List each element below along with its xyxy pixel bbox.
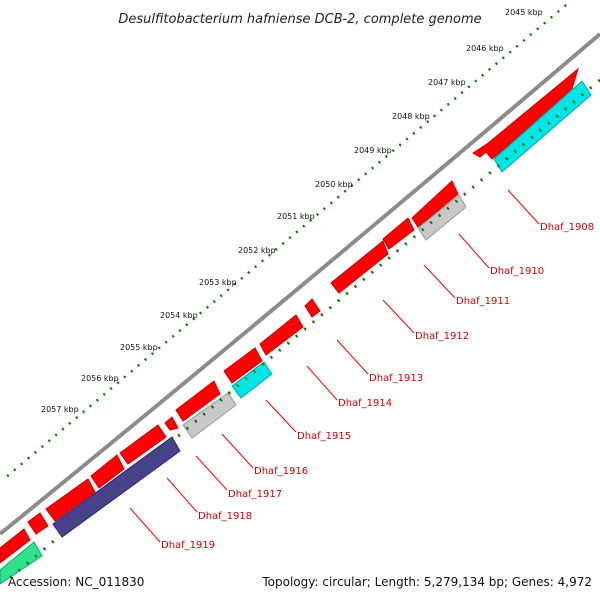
kbp-label: 2046 kbp [466,44,504,53]
gene-arrow [330,240,389,294]
gene-label: Dhaf_1914 [338,398,392,409]
leader-line [458,233,490,269]
gene-arrow [175,380,221,422]
gene-arrow [304,298,321,318]
kbp-label: 2048 kbp [392,112,430,121]
kbp-label: 2055 kbp [120,343,158,352]
accession-label: Accession: NC_011830 [8,575,144,589]
kbp-label: 2054 kbp [160,311,198,320]
kbp-label: 2051 kbp [277,212,315,221]
outer-dotted-ruler [4,4,567,479]
gene-block [493,80,592,173]
gene-arrow [90,454,125,489]
gene-label: Dhaf_1915 [297,431,351,442]
gene-label: Dhaf_1910 [490,266,544,277]
inner-dashed-ruler [9,78,600,580]
leader-line [221,433,254,469]
leader-line [129,507,161,543]
gene-label: Dhaf_1919 [161,540,215,551]
leader-line [265,399,297,433]
gene-label: Dhaf_1908 [540,222,594,233]
gene-arrow [259,314,304,356]
leader-line [382,299,415,334]
leader-line [306,365,338,401]
kbp-label: 2053 kbp [199,278,237,287]
gene-arrow [411,180,459,228]
kbp-label: 2045 kbp [505,8,543,17]
leader-line [507,189,540,225]
gene-label: Dhaf_1916 [254,466,308,477]
gene-label: Dhaf_1913 [369,373,423,384]
gene-arrow [45,478,96,522]
gene-arrow [223,347,263,384]
gene-arrow [0,528,31,564]
gene-arrow [382,217,415,250]
gene-arrow [119,424,167,465]
gene-block [52,436,181,538]
leader-line [195,455,228,491]
kbp-labels: 2045 kbp 2046 kbp 2047 kbp 2048 kbp 2049… [41,8,543,414]
gene-label: Dhaf_1911 [456,296,510,307]
genome-summary-label: Topology: circular; Length: 5,279,134 bp… [261,575,592,589]
kbp-label: 2056 kbp [81,374,119,383]
forward-gene-track [0,67,579,564]
gene-labels: Dhaf_1908 Dhaf_1910 Dhaf_1911 Dhaf_1912 … [161,222,594,551]
kbp-label: 2052 kbp [238,246,276,255]
gene-arrow [164,416,179,431]
reverse-gene-track [0,80,592,585]
gene-label: Dhaf_1917 [228,489,282,500]
leader-line [423,264,456,299]
gene-block [182,392,237,439]
kbp-label: 2049 kbp [354,146,392,155]
gene-block [417,194,467,241]
leader-line [336,339,369,375]
gene-label: Dhaf_1918 [198,511,252,522]
kbp-label: 2050 kbp [315,180,353,189]
genome-backbone [0,32,600,536]
genome-title: Desulfitobacterium hafniense DCB-2, comp… [118,12,481,27]
gene-block [231,361,273,399]
gene-label: Dhaf_1912 [415,331,469,342]
gene-leader-lines [129,189,540,543]
leader-line [166,477,198,513]
gene-arrow [27,512,49,535]
kbp-label: 2057 kbp [41,405,79,414]
gene-block [0,541,43,585]
kbp-label: 2047 kbp [428,78,466,87]
